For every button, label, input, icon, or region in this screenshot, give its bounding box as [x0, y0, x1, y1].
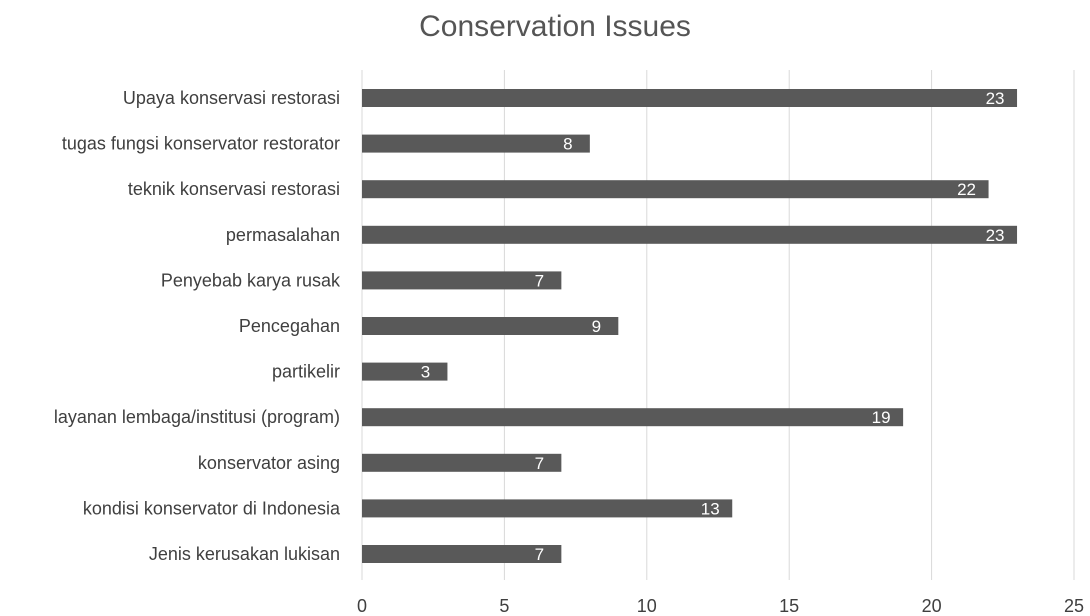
bar — [362, 499, 733, 518]
bar — [362, 89, 1018, 107]
x-tick-label: 0 — [357, 596, 367, 616]
bar — [362, 362, 448, 381]
data-label: 9 — [592, 317, 601, 336]
data-label: 23 — [986, 89, 1005, 108]
x-tick-label: 5 — [499, 596, 509, 616]
category-label: partikelir — [272, 362, 340, 382]
bar — [362, 317, 619, 335]
category-labels: Upaya konservasi restorasi tugas fungsi k… — [54, 88, 341, 564]
data-label: 3 — [421, 363, 430, 382]
data-label: 22 — [957, 180, 976, 199]
data-label: 7 — [535, 454, 544, 473]
category-label: konservator asing — [198, 453, 340, 473]
bar — [362, 180, 989, 199]
data-label: 7 — [535, 271, 544, 290]
chart-title: Conservation Issues — [419, 10, 691, 43]
category-label: tugas fungsi konservator restorator — [62, 134, 340, 154]
data-label: 19 — [872, 408, 891, 427]
category-label: kondisi konservator di Indonesia — [83, 498, 341, 518]
category-label: layanan lembaga/institusi (program) — [54, 407, 340, 427]
bar — [362, 134, 590, 153]
category-label: teknik konservasi restorasi — [128, 179, 340, 199]
data-label: 7 — [535, 545, 544, 564]
category-label: permasalahan — [226, 225, 340, 245]
bar — [362, 225, 1018, 244]
category-label: Upaya konservasi restorasi — [123, 88, 340, 108]
gridlines — [361, 70, 1075, 580]
category-label: Penyebab karya rusak — [161, 270, 341, 290]
bar — [362, 271, 562, 290]
x-tick-label: 20 — [922, 596, 942, 616]
bar — [362, 408, 904, 427]
data-label: 8 — [563, 135, 572, 154]
bar — [362, 453, 562, 472]
x-axis-tick-labels: 0 5 10 15 20 25 — [357, 596, 1084, 616]
data-label: 13 — [701, 499, 720, 518]
bars: 23 8 22 23 7 9 3 19 7 13 7 — [362, 89, 1018, 564]
bar — [362, 545, 562, 563]
category-label: Pencegahan — [239, 316, 340, 336]
x-tick-label: 25 — [1064, 596, 1084, 616]
x-tick-label: 15 — [779, 596, 799, 616]
x-tick-label: 10 — [637, 596, 657, 616]
data-label: 23 — [986, 226, 1005, 245]
category-label: Jenis kerusakan lukisan — [149, 544, 340, 564]
